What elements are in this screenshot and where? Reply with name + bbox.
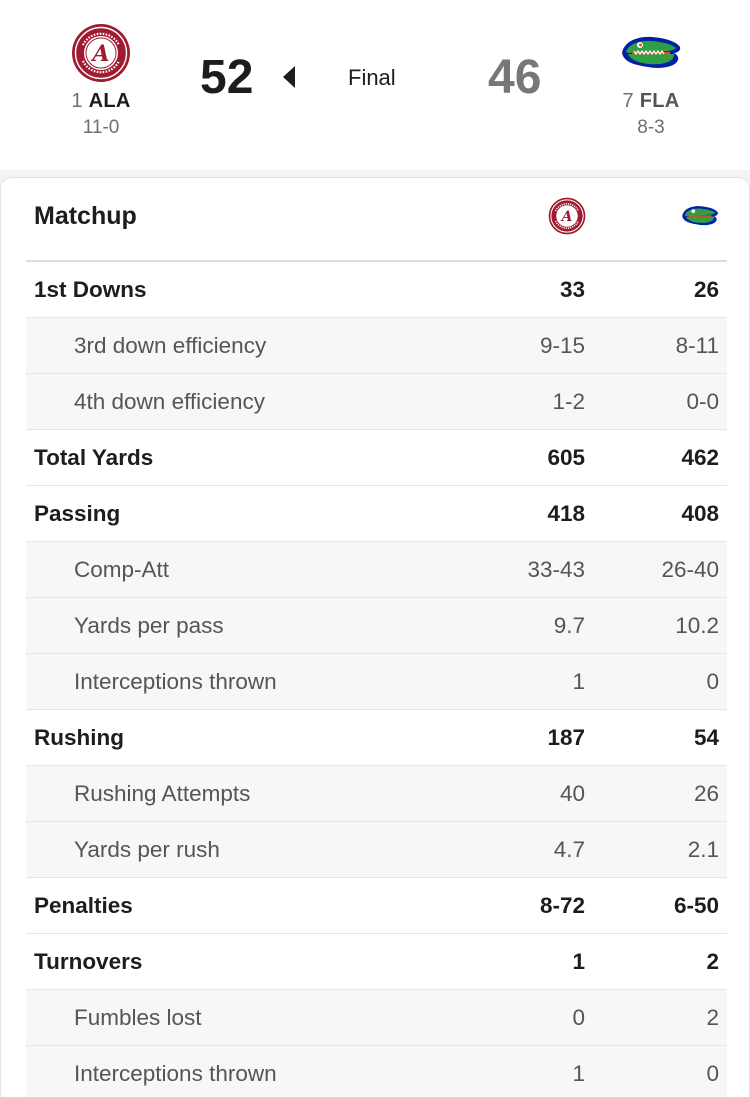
stat-row: Rushing Attempts 40 26: [26, 766, 727, 822]
stat-away-value: 0: [706, 1061, 719, 1086]
stat-home-value: 33: [559, 277, 585, 302]
stat-label: Fumbles lost: [74, 1005, 202, 1030]
stat-home-value: 187: [547, 725, 585, 750]
stat-row: 3rd down efficiency 9-15 8-11: [26, 318, 727, 374]
home-team[interactable]: A 1 ALA 11-0: [46, 22, 156, 139]
away-team[interactable]: 7 FLA 8-3: [596, 22, 706, 139]
stat-home-value: 9.7: [553, 613, 585, 638]
florida-gator-logo: [680, 196, 720, 236]
stat-row: 4th down efficiency 1-2 0-0: [26, 374, 727, 430]
stat-away-value: 6-50: [673, 893, 719, 918]
svg-text:A: A: [90, 41, 109, 67]
alabama-logo: A: [46, 22, 156, 84]
stat-label: Interceptions thrown: [74, 669, 277, 694]
stat-label: Yards per rush: [74, 837, 220, 862]
stat-home-value: 8-72: [539, 893, 585, 918]
stat-label: Rushing: [34, 725, 124, 750]
stat-home-value: 1: [572, 669, 585, 694]
away-rank: 7: [622, 90, 634, 112]
stats-table: 1st Downs 33 26 3rd down efficiency 9-15 8-11…: [26, 260, 727, 1097]
stat-label: Penalties: [34, 893, 133, 918]
stat-away-value: 26-40: [661, 557, 719, 582]
stat-home-value: 4.7: [553, 837, 585, 862]
stat-home-value: 0: [572, 1005, 585, 1030]
stat-away-value: 8-11: [675, 333, 719, 358]
game-status: Final: [348, 65, 396, 90]
stat-row: Interceptions thrown 1 0: [26, 654, 727, 710]
stat-label: Turnovers: [34, 949, 143, 974]
florida-gator-logo: [596, 22, 706, 84]
home-rank-abbr: 1 ALA: [46, 90, 156, 113]
stat-home-value: 418: [547, 501, 585, 526]
scoreboard: A 1 ALA 11-0 52 Final 46 7: [0, 0, 750, 170]
stat-away-value: 2: [706, 949, 719, 974]
stat-away-value: 462: [681, 445, 719, 470]
stat-away-value: 0-0: [686, 389, 719, 414]
stat-row: Interceptions thrown 1 0: [26, 1046, 727, 1097]
stat-away-value: 2: [706, 1005, 719, 1030]
home-score: 52: [200, 51, 254, 104]
stat-home-value: 40: [559, 781, 585, 806]
stat-away-value: 408: [681, 501, 719, 526]
stat-label: 4th down efficiency: [74, 389, 265, 414]
stat-row: Total Yards 605 462: [26, 430, 727, 486]
stat-home-value: 605: [547, 445, 585, 470]
stat-label: Total Yards: [34, 445, 154, 470]
stat-home-value: 9-15: [539, 333, 585, 358]
away-rank-abbr: 7 FLA: [596, 90, 706, 113]
stat-row: Yards per rush 4.7 2.1: [26, 822, 727, 878]
stat-label: Interceptions thrown: [74, 1061, 277, 1086]
stat-row: Penalties 8-72 6-50: [26, 878, 727, 934]
stat-away-value: 26: [693, 781, 719, 806]
stat-away-value: 26: [693, 277, 719, 302]
stat-row: Passing 418 408: [26, 486, 727, 542]
stat-away-value: 10.2: [675, 613, 719, 638]
stat-home-value: 33-43: [527, 557, 585, 582]
stat-row: 1st Downs 33 26: [26, 262, 727, 318]
away-abbr: FLA: [639, 90, 680, 112]
away-record: 8-3: [637, 117, 665, 138]
stat-home-value: 1-2: [552, 389, 585, 414]
stat-home-value: 1: [572, 1061, 585, 1086]
stat-row: Comp-Att 33-43 26-40: [26, 542, 727, 598]
svg-text:A: A: [560, 209, 573, 225]
stat-label: Comp-Att: [74, 557, 170, 582]
stat-row: Rushing 187 54: [26, 710, 727, 766]
stat-label: Passing: [34, 501, 121, 526]
home-rank: 1: [71, 90, 83, 112]
stat-row: Turnovers 1 2: [26, 934, 727, 990]
stat-label: Yards per pass: [74, 613, 224, 638]
matchup-header: Matchup A: [1, 178, 750, 260]
stat-label: Rushing Attempts: [74, 781, 251, 806]
matchup-title: Matchup: [34, 202, 137, 230]
stat-label: 1st Downs: [34, 277, 147, 302]
stat-away-value: 54: [693, 725, 719, 750]
alabama-logo: A: [547, 196, 587, 236]
matchup-card: Matchup A 1st Downs 33 26 3rd down efficien…: [0, 177, 750, 1097]
stat-home-value: 1: [572, 949, 585, 974]
left-triangle-icon: [283, 66, 295, 88]
stat-away-value: 2.1: [687, 837, 719, 862]
stat-row: Yards per pass 9.7 10.2: [26, 598, 727, 654]
stat-label: 3rd down efficiency: [74, 333, 267, 358]
home-record: 11-0: [82, 117, 120, 138]
stat-away-value: 0: [706, 669, 719, 694]
stat-row: Fumbles lost 0 2: [26, 990, 727, 1046]
home-abbr: ALA: [88, 90, 131, 112]
away-score: 46: [488, 51, 542, 104]
